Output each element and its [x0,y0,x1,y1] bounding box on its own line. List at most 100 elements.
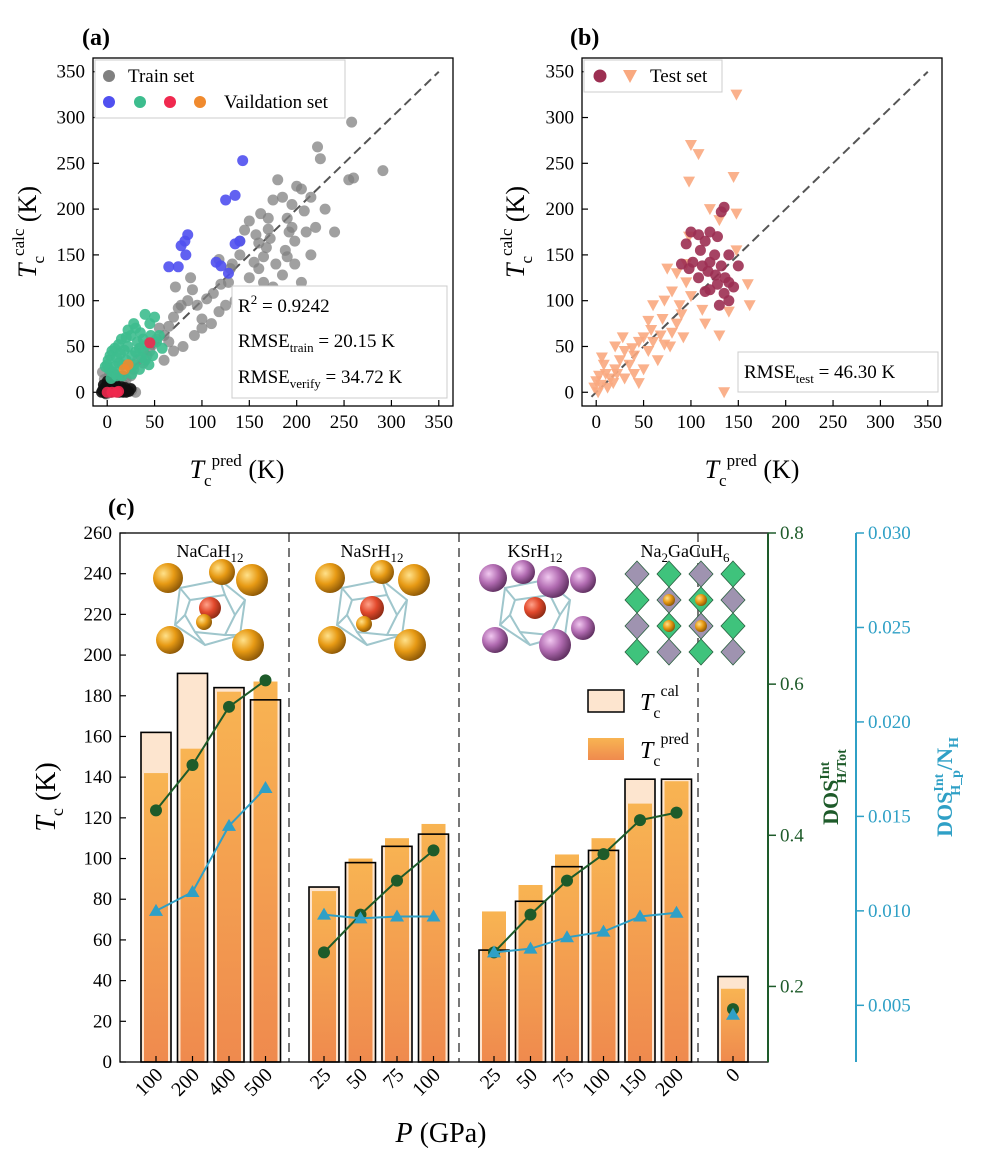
stat-rmse-train: RMSEtrain = 20.15 K [238,331,395,355]
octahedron [688,560,714,588]
data-point [683,263,695,275]
y-tick-label: 0 [565,382,575,403]
data-point [312,141,324,153]
y-tick-label: 100 [57,291,86,312]
bar-tc-pred [721,988,745,1062]
data-point [683,176,696,188]
y3-tick-label: 0.015 [868,806,911,827]
stat-rmse-test: RMSEtest = 46.30 K [744,362,896,386]
data-point [262,223,274,235]
data-point [298,205,310,217]
panel-a: (a) 00 50 50 100 100 150 150 200 200 250 250 300 300… [9,25,454,490]
data-point [609,341,622,353]
bar-tc-pred [664,781,689,1062]
data-point [168,345,180,357]
panel-b-legend-box [583,59,723,93]
x-tick-label: 150 [235,412,264,433]
data-point [147,350,159,362]
y-tick-label: 350 [57,62,86,83]
y-tick-label: 250 [57,153,86,174]
panel-c-label: (c) [108,495,135,521]
y-tick-label: 240 [84,564,113,585]
y-tick-label: 0 [76,382,86,403]
y-tick-label: 200 [57,199,86,220]
data-point [188,329,200,341]
data-point [628,368,641,380]
x-tick-label: 100 [578,1064,615,1101]
compound-label-nasrh12: NaSrH12 [341,541,404,565]
data-point [680,238,692,250]
data-point [215,278,227,290]
y-tick-label: 150 [546,245,575,266]
y-tick-label: 150 [57,245,86,266]
data-point [710,269,722,281]
data-point [175,240,187,252]
line-dos-hp [155,787,267,912]
y-tick-label: 200 [84,645,113,666]
marker-dos-h-tot [561,874,573,887]
data-point [286,199,298,211]
line-dos-h-tot [155,679,267,811]
panel-b-stats-box [737,351,939,393]
data-point [718,387,731,399]
panel-b-ylabel: Tccalc (K) [497,186,536,278]
data-point [133,363,145,375]
bar-tc-pred [253,681,278,1062]
data-point [666,286,678,298]
data-point [703,204,716,216]
data-point [601,382,614,394]
data-point [654,330,667,342]
x-tick-label: 150 [724,412,753,433]
compound-label-na2gacuh6: Na2GaCuH6 [641,541,731,565]
data-point [153,329,165,341]
data-point [696,304,709,316]
crystal-structure-nacah12 [153,559,268,661]
data-point [699,318,712,330]
data-point [728,281,740,293]
y3-tick-label: 0.010 [868,901,911,922]
data-point [234,249,246,261]
data-point [329,226,341,238]
data-point [314,153,326,165]
data-point [258,251,270,263]
data-point [172,302,184,314]
x-tick-label: 75 [549,1064,579,1094]
y3-tick-label: 0.020 [868,712,911,733]
data-point [346,116,358,128]
marker-dos-hp [426,909,441,922]
data-point [647,336,660,348]
y-tick-label: 200 [546,199,575,220]
data-point [684,140,697,151]
legend-label-validation: Vaildation set [224,92,329,113]
data-point [670,268,683,280]
line-dos-h-tot [493,811,677,954]
data-point [144,318,156,330]
y2-tick-label: 0.4 [780,825,804,846]
data-point [343,174,355,186]
y2-tick-label: 0.8 [780,523,804,544]
legend-marker-val-red [164,96,176,108]
marker-dos-hp [185,884,200,897]
data-point [272,174,284,186]
panel-a-legend-box [94,59,346,119]
legend-marker-val-blue [103,96,115,108]
data-point [156,342,168,354]
panel-a-ylabel: Tccalc (K) [9,186,48,278]
compound-label-nacah12: NaCaH12 [177,541,244,565]
data-point [607,378,620,390]
data-point [666,327,678,339]
data-point [201,293,213,305]
data-point [730,89,743,101]
y-tick-label: 100 [84,849,113,870]
data-point [258,276,270,288]
legend-marker-test-triangle [623,70,637,83]
legend-label-test: Test set [650,66,708,87]
y-tick-label: 40 [93,971,112,992]
x-tick-label: 50 [145,412,164,433]
x-tick-label: 100 [188,412,217,433]
panel-a-frame [92,57,454,407]
marker-dos-h-tot [634,814,646,827]
y-tick-label: 50 [66,336,85,357]
bar-tc-pred [180,748,205,1062]
panel-c-ylabel: Tc (K) [31,762,67,831]
